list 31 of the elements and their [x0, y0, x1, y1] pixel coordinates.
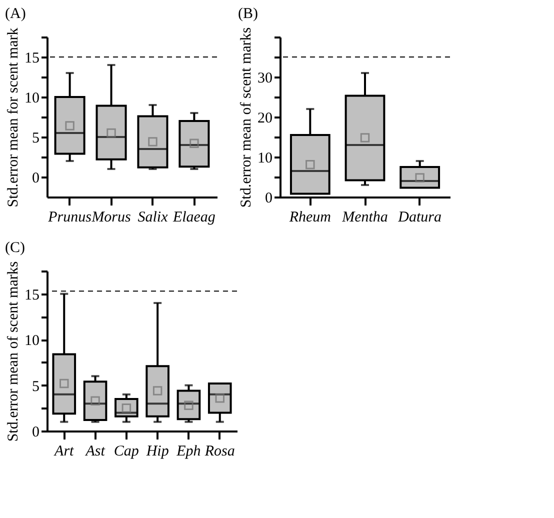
- x-tick-label: Rosa: [204, 444, 235, 460]
- y-tick-label: 5: [32, 378, 40, 395]
- y-tick-label: 0: [32, 424, 40, 440]
- y-tick-label: 15: [24, 50, 40, 66]
- x-tick-label: Morus: [90, 210, 132, 226]
- y-tick-label: 5: [32, 130, 40, 146]
- y-tick-label: 10: [24, 333, 40, 350]
- x-tick-label: Cap: [114, 444, 140, 460]
- chart-title: (A): [5, 6, 26, 22]
- y-tick-label: 15: [24, 287, 40, 304]
- x-tick-label: Rheum: [288, 210, 332, 226]
- x-tick-label: Prunus: [47, 210, 92, 226]
- y-tick-label: 0: [265, 190, 272, 206]
- y-tick-label: 0: [32, 170, 40, 186]
- y-tick-label: 10: [258, 150, 272, 166]
- x-tick-label: Salix: [138, 210, 168, 226]
- x-tick-label: Mentha: [341, 210, 388, 226]
- x-tick-label: Ast: [84, 444, 106, 460]
- x-tick-label: Hip: [145, 444, 170, 460]
- x-tick-label: Elaeag: [172, 210, 216, 226]
- x-tick-label: Eph: [176, 444, 201, 460]
- y-tick-label: 10: [24, 90, 40, 106]
- y-tick-label: 20: [258, 110, 272, 126]
- y-axis-title: Std.error mean for scent mark: [6, 27, 22, 208]
- y-tick-label: 30: [258, 70, 272, 86]
- x-tick-label: Art: [54, 444, 75, 460]
- chart-title: (C): [5, 240, 25, 256]
- x-tick-label: Datura: [397, 210, 442, 226]
- y-axis-title: Std.error mean of scent marks: [238, 27, 254, 208]
- chart-title: (B): [238, 6, 258, 22]
- y-axis-title: Std.error mean of scent marks: [6, 261, 22, 442]
